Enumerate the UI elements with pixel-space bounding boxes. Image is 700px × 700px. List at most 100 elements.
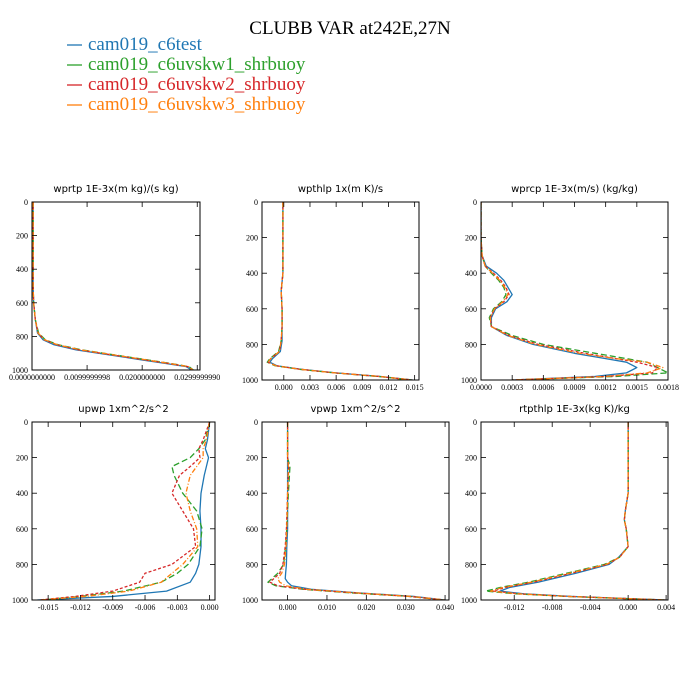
panel-title: rtpthlp 1E-3x(kg K)/kg — [519, 404, 630, 415]
y-tick-label: 1000 — [461, 596, 477, 605]
panel: wpthlp 1x(m K)/s 0 200 400 600 800 1000 0.000 0.… — [242, 184, 424, 392]
x-tick-label: -0.003 — [167, 603, 188, 612]
y-tick-label: 0 — [254, 418, 258, 427]
panel: rtpthlp 1E-3x(kg K)/kg 0 200 400 600 800 1000 -… — [461, 404, 675, 612]
series-line — [266, 202, 412, 380]
series-line — [42, 422, 211, 600]
figure-title: CLUBB VAR at242E,27N — [249, 18, 451, 39]
series-line — [40, 422, 211, 600]
legend-entry: cam019_c6uvskw1_shrbuoy — [67, 54, 306, 75]
series-line — [277, 422, 446, 600]
series-line — [267, 202, 413, 380]
y-tick-label: 0 — [24, 418, 28, 427]
x-tick-label: 0.0000000000 — [9, 373, 55, 382]
series-line — [499, 422, 667, 600]
plot-frame — [31, 421, 216, 601]
y-tick-label: 200 — [246, 454, 258, 463]
legend-entry: cam019_c6uvskw3_shrbuoy — [67, 94, 306, 115]
x-tick-label: 0.0006 — [532, 383, 554, 392]
x-tick-label: 0.003 — [301, 383, 319, 392]
y-tick-label: 200 — [246, 234, 258, 243]
x-tick-label: 0.0003 — [501, 383, 523, 392]
y-tick-label: 400 — [16, 265, 28, 274]
x-tick-label: 0.030 — [397, 603, 415, 612]
plot-frame — [31, 201, 201, 371]
series-group — [267, 422, 446, 600]
panel-title: wprtp 1E-3x(m kg)/(s kg) — [53, 184, 178, 195]
x-tick-label: 0.000 — [279, 603, 297, 612]
y-tick-label: 400 — [246, 489, 258, 498]
y-tick-label: 400 — [16, 489, 28, 498]
x-tick-label: 0.012 — [379, 383, 397, 392]
series-line — [32, 202, 194, 370]
y-tick-label: 400 — [246, 269, 258, 278]
x-tick-label: 0.009 — [353, 383, 371, 392]
x-tick-label: 0.0200000000 — [119, 373, 165, 382]
x-tick-label: 0.0299999990 — [174, 373, 220, 382]
panel-title: upwp 1xm^2/s^2 — [78, 404, 168, 415]
x-tick-label: 0.0015 — [626, 383, 648, 392]
plot-frame — [261, 421, 450, 601]
legend-label: cam019_c6test — [88, 34, 203, 55]
y-tick-label: 400 — [465, 269, 477, 278]
y-tick-label: 0 — [473, 418, 477, 427]
legend-label: cam019_c6uvskw3_shrbuoy — [88, 94, 306, 115]
plot-frame — [480, 421, 669, 601]
series-line — [269, 202, 413, 380]
series-line — [481, 202, 659, 380]
series-line — [267, 202, 413, 380]
x-tick-label: 0.0018 — [657, 383, 679, 392]
y-tick-label: 800 — [16, 560, 28, 569]
legend-label: cam019_c6uvskw1_shrbuoy — [88, 54, 306, 75]
x-tick-label: 0.000 — [619, 603, 637, 612]
y-tick-label: 0 — [254, 198, 258, 207]
series-line — [284, 422, 446, 600]
y-tick-label: 200 — [16, 454, 28, 463]
y-tick-label: 1000 — [12, 366, 28, 375]
y-tick-label: 200 — [465, 234, 477, 243]
y-tick-label: 600 — [465, 525, 477, 534]
x-tick-label: -0.015 — [38, 603, 59, 612]
y-tick-label: 600 — [465, 305, 477, 314]
x-tick-label: -0.008 — [542, 603, 563, 612]
y-tick-label: 800 — [246, 340, 258, 349]
panel-title: vpwp 1xm^2/s^2 — [310, 404, 400, 415]
x-tick-label: 0.000 — [201, 603, 219, 612]
x-tick-label: 0.040 — [436, 603, 454, 612]
y-tick-label: 1000 — [461, 376, 477, 385]
x-tick-label: 0.000 — [275, 383, 293, 392]
y-tick-label: 600 — [16, 299, 28, 308]
panel-title: wpthlp 1x(m K)/s — [298, 184, 383, 195]
x-tick-label: -0.009 — [102, 603, 123, 612]
y-tick-label: 1000 — [12, 596, 28, 605]
panel: wprcp 1E-3x(m/s) (kg/kg) 0 200 400 600 800 100… — [461, 184, 679, 392]
y-tick-label: 200 — [465, 454, 477, 463]
y-tick-label: 400 — [465, 489, 477, 498]
series-group — [37, 422, 211, 600]
series-group — [32, 202, 194, 370]
series-line — [39, 422, 211, 600]
x-tick-label: 0.0099999998 — [64, 373, 110, 382]
x-tick-label: 0.006 — [327, 383, 345, 392]
y-tick-label: 800 — [16, 332, 28, 341]
x-tick-label: -0.004 — [580, 603, 601, 612]
series-line — [489, 422, 666, 600]
legend-entry: cam019_c6uvskw2_shrbuoy — [67, 74, 306, 95]
legend-entry: cam019_c6test — [67, 34, 203, 55]
y-tick-label: 800 — [465, 340, 477, 349]
panel: vpwp 1xm^2/s^2 0 200 400 600 800 1000 0.000 0.01… — [242, 404, 454, 612]
y-tick-label: 0 — [473, 198, 477, 207]
series-group — [266, 202, 413, 380]
x-tick-label: 0.0012 — [595, 383, 617, 392]
y-tick-label: 600 — [246, 305, 258, 314]
panels: wprtp 1E-3x(m kg)/(s kg) 0 200 400 600 800 100… — [9, 184, 679, 612]
x-tick-label: -0.006 — [135, 603, 156, 612]
y-tick-label: 1000 — [242, 376, 258, 385]
y-tick-label: 800 — [246, 560, 258, 569]
x-tick-label: 0.015 — [406, 383, 424, 392]
series-line — [269, 422, 445, 600]
y-tick-label: 600 — [246, 525, 258, 534]
x-tick-label: 0.0009 — [564, 383, 586, 392]
x-tick-label: 0.020 — [357, 603, 375, 612]
